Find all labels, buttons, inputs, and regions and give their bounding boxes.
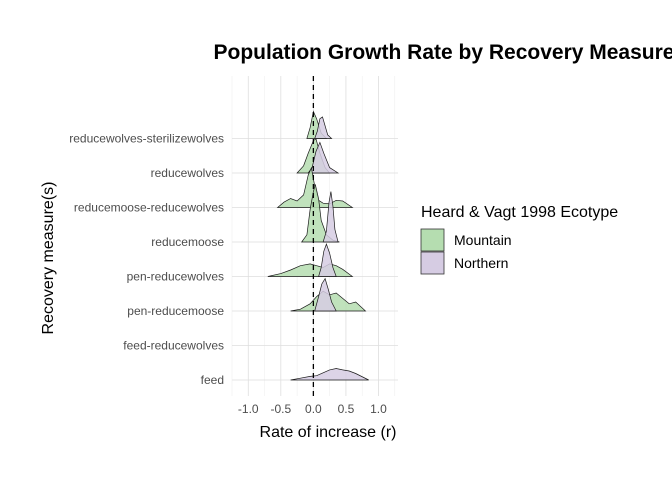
ridge-northern-reducewolves-sterilizewolves <box>314 116 333 139</box>
y-tick-label: pen-reducewolves <box>127 270 224 284</box>
ridge-northern-reducewolves <box>307 141 340 174</box>
y-tick-label: reducewolves-sterilizewolves <box>69 132 224 146</box>
x-tick-label: -1.0 <box>238 402 259 416</box>
y-tick-label: pen-reducemoose <box>127 304 224 318</box>
ridge-northern-reducemoose <box>322 191 339 243</box>
y-tick-labels: feed feed-reducewolves pen-reducemoose pen-… <box>69 132 224 388</box>
y-tick-label: feed-reducewolves <box>123 339 224 353</box>
y-tick-label: reducemoose <box>151 235 224 249</box>
y-tick-label: reducemoose-reducewolves <box>74 201 224 215</box>
ridge-northern-pen-reducemoose <box>314 277 337 312</box>
chart-title: Population Growth Rate by Recovery Measu… <box>214 41 672 64</box>
legend-label-northern: Northern <box>454 255 508 271</box>
x-tick-labels: -1.0 -0.5 0.0 0.5 1.0 <box>238 402 387 416</box>
x-tick-label: 0.0 <box>305 402 322 416</box>
y-tick-label: reducewolves <box>151 166 224 180</box>
x-tick-label: 0.5 <box>338 402 355 416</box>
ridges <box>267 110 369 381</box>
x-axis-title: Rate of increase (r) <box>260 424 397 441</box>
y-tick-label: feed <box>201 373 224 387</box>
y-axis-title: Recovery measure(s) <box>40 182 57 335</box>
legend-title: Heard & Vagt 1998 Ecotype <box>421 204 618 221</box>
legend: Heard & Vagt 1998 Ecotype Mountain Northe… <box>420 204 618 275</box>
x-tick-label: 1.0 <box>370 402 387 416</box>
legend-swatch-northern <box>420 251 445 275</box>
ridge-northern-feed <box>290 368 369 381</box>
legend-swatch-mountain <box>420 228 445 252</box>
x-tick-label: -0.5 <box>270 402 291 416</box>
legend-label-mountain: Mountain <box>454 232 512 248</box>
ridge-northern-pen-reducewolves <box>318 243 337 277</box>
